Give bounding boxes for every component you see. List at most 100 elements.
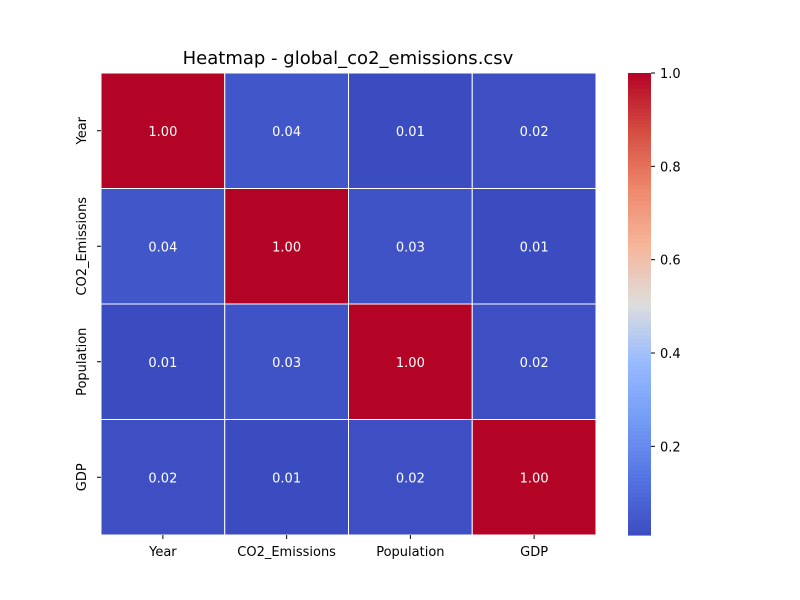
colorbar-segment (628, 519, 651, 525)
colorbar-tick-label: 0.2 (660, 440, 681, 455)
colorbar-segment (628, 511, 651, 517)
x-tick-label: Population (376, 545, 444, 560)
colorbar: 0.2 0.4 0.6 0.8 1.0 (628, 67, 681, 536)
colorbar-segment (628, 427, 651, 432)
cell-value-label: 0.01 (520, 240, 549, 255)
colorbar-segment (628, 396, 651, 401)
colorbar-segment (628, 346, 651, 351)
colorbar-segment (628, 527, 651, 532)
cell-value-label: 0.02 (520, 125, 549, 140)
colorbar-segment (628, 450, 651, 455)
colorbar-segment (628, 227, 651, 232)
x-tick-label: CO2_Emissions (237, 545, 336, 560)
heatmap-cell (100, 188, 226, 305)
colorbar-segment (628, 123, 651, 128)
colorbar-segment (628, 126, 651, 132)
colorbar-segment (628, 223, 651, 228)
cell-value-label: 0.02 (396, 471, 425, 486)
y-tick-label: Year (75, 116, 90, 145)
colorbar-segment (628, 273, 651, 278)
colorbar-segment (628, 153, 651, 159)
heatmap-cell (348, 419, 473, 536)
y-tick-label: CO2_Emissions (75, 197, 90, 296)
colorbar-segment (628, 192, 651, 197)
colorbar-segment (628, 157, 651, 163)
cell-value-label: 0.04 (272, 125, 301, 140)
cell-value-label: 0.01 (272, 471, 301, 486)
x-tick-label: Year (148, 545, 177, 560)
colorbar-segment (628, 515, 651, 521)
y-tick-label: GDP (75, 463, 90, 491)
colorbar-segment (628, 423, 651, 428)
colorbar-segment (628, 508, 651, 513)
colorbar-segment (628, 296, 651, 301)
colorbar-segment (628, 184, 651, 190)
colorbar-segment (628, 531, 651, 536)
colorbar-segment (628, 253, 651, 259)
colorbar-segment (628, 88, 651, 93)
colorbar-segment (628, 500, 651, 505)
colorbar-segment (628, 504, 651, 509)
colorbar-segment (628, 488, 651, 494)
cell-value-label: 0.04 (148, 240, 177, 255)
x-axis-ticks: Year CO2_Emissions Population GDP (148, 535, 548, 560)
colorbar-segment (628, 392, 651, 397)
colorbar-segment (628, 96, 651, 101)
colorbar-segment (628, 381, 651, 386)
colorbar-segment (628, 357, 651, 363)
colorbar-segment (628, 200, 651, 205)
colorbar-segment (628, 338, 651, 344)
colorbar-segment (628, 300, 651, 305)
colorbar-segment (628, 188, 651, 193)
chart-title: Heatmap - global_co2_emissions.csv (183, 48, 514, 69)
colorbar-segment (628, 134, 651, 140)
heatmap-cell (224, 188, 349, 305)
colorbar-segment (628, 415, 651, 421)
heatmap-cell (100, 72, 226, 189)
colorbar-segment (628, 388, 651, 394)
heatmap-cells: 1.00 0.04 0.01 0.02 0.04 1.00 0.03 0.01 0.01 0.03… (100, 72, 597, 536)
colorbar-segment (628, 446, 651, 451)
colorbar-segment (628, 173, 651, 178)
colorbar-segment (628, 119, 651, 124)
colorbar-segment (628, 469, 651, 474)
colorbar-tick-label: 0.4 (660, 347, 681, 362)
cell-value-label: 0.02 (520, 356, 549, 371)
x-tick-label: GDP (520, 545, 548, 560)
colorbar-segment (628, 523, 651, 528)
colorbar-segment (628, 481, 651, 486)
colorbar-segment (628, 92, 651, 97)
colorbar-segment (628, 80, 651, 86)
heatmap-cell (471, 72, 597, 189)
colorbar-segment (628, 434, 651, 440)
colorbar-segment (628, 211, 651, 217)
colorbar-segment (628, 230, 651, 236)
colorbar-segment (628, 73, 651, 78)
colorbar-segment (628, 354, 651, 359)
colorbar-segment (628, 284, 651, 290)
colorbar-segment (628, 477, 651, 482)
colorbar-segment (628, 373, 651, 378)
colorbar-segment (628, 492, 651, 498)
colorbar-segment (628, 115, 651, 120)
colorbar-segment (628, 407, 651, 413)
colorbar-segment (628, 238, 651, 243)
colorbar-segment (628, 269, 651, 274)
colorbar-segment (628, 438, 651, 444)
heatmap-cell (224, 419, 349, 536)
colorbar-segment (628, 465, 651, 471)
colorbar-segment (628, 404, 651, 409)
colorbar-segment (628, 334, 651, 340)
heatmap-cell (471, 419, 597, 536)
colorbar-segment (628, 431, 651, 436)
colorbar-segment (628, 219, 651, 224)
colorbar-segment (628, 442, 651, 448)
colorbar-segment (628, 84, 651, 89)
colorbar-segment (628, 138, 651, 143)
colorbar-segment (628, 246, 651, 251)
heatmap-cell (100, 419, 226, 536)
colorbar-segment (628, 99, 651, 105)
cell-value-label: 0.01 (396, 125, 425, 140)
colorbar-segment (628, 496, 651, 501)
colorbar-segment (628, 461, 651, 467)
